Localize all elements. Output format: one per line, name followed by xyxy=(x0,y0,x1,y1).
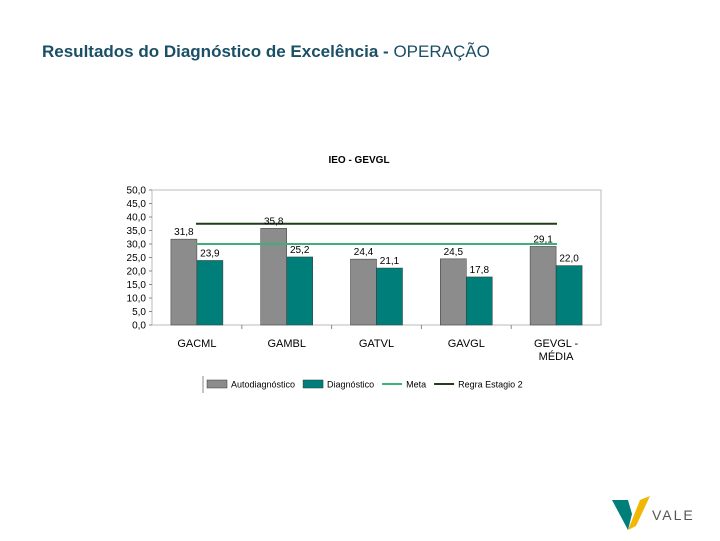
bar xyxy=(170,238,198,326)
data-label: 24,5 xyxy=(444,247,464,258)
data-label: 29,1 xyxy=(533,234,553,245)
bar xyxy=(466,276,493,326)
y-tick-label: 20,0 xyxy=(127,267,147,278)
vale-logo-mark-icon xyxy=(612,496,650,530)
x-category-label: GEVGL -MÉDIA xyxy=(534,338,579,363)
data-labels: 31,8 23,9 35,8 25,2 24,4 21,1 24,5 17,8 29,1 22,0 xyxy=(174,216,579,276)
x-category-label: GAVGL xyxy=(448,338,485,350)
y-tick-label: 10,0 xyxy=(127,294,147,305)
reference-lines xyxy=(196,222,557,245)
data-label: 22,0 xyxy=(559,254,579,265)
y-tick-label: 40,0 xyxy=(127,213,147,224)
y-tick-label: 35,0 xyxy=(127,226,147,237)
bar xyxy=(260,228,287,326)
bar xyxy=(440,258,467,326)
legend-swatch xyxy=(206,379,228,389)
x-axis-categories: GACML GAMBL GATVL GAVGL GEVGL -MÉDIA xyxy=(177,325,579,363)
x-category-label: GAMBL xyxy=(267,338,306,350)
page-title-bold: Resultados do Diagnóstico de Excelência … xyxy=(42,42,389,61)
data-label: 17,8 xyxy=(470,265,490,276)
y-tick-label: 0,0 xyxy=(132,321,146,332)
legend-swatch xyxy=(302,379,324,389)
bar xyxy=(529,246,557,326)
bar xyxy=(555,265,583,326)
x-category-label: GACML xyxy=(177,338,216,350)
data-label: 24,4 xyxy=(354,247,374,258)
bar xyxy=(286,256,313,326)
vale-logo: VALE xyxy=(606,490,716,536)
data-label: 21,1 xyxy=(380,256,400,267)
y-axis: 0,0 5,0 10,0 15,0 20,0 25,0 30,0 35,0 40,0 45,0 50… xyxy=(127,186,152,332)
bar xyxy=(376,267,403,326)
bars xyxy=(170,228,583,326)
y-tick-label: 5,0 xyxy=(132,307,146,318)
legend-label: Regra Estagio 2 xyxy=(458,380,523,390)
data-label: 23,9 xyxy=(200,248,220,259)
page-title-light: OPERAÇÃO xyxy=(393,42,490,61)
bar xyxy=(350,258,377,326)
y-tick-label: 30,0 xyxy=(127,240,147,251)
page-title: Resultados do Diagnóstico de Excelência … xyxy=(42,42,490,62)
legend-label: Meta xyxy=(406,380,426,390)
y-tick-label: 25,0 xyxy=(127,253,147,264)
bar xyxy=(196,260,224,326)
vale-logo-text: VALE xyxy=(652,507,695,523)
y-tick-label: 15,0 xyxy=(127,280,147,291)
legend-label: Diagnóstico xyxy=(327,380,374,390)
data-label: 25,2 xyxy=(290,245,310,256)
legend: Autodiagnóstico Diagnóstico Meta Regra Esta… xyxy=(202,376,523,393)
y-tick-label: 50,0 xyxy=(127,186,147,197)
data-label: 35,8 xyxy=(264,216,284,227)
chart-title: IEO - GEVGL xyxy=(328,155,389,166)
x-category-label: GATVL xyxy=(359,338,394,350)
y-tick-label: 45,0 xyxy=(127,199,147,210)
legend-label: Autodiagnóstico xyxy=(231,380,295,390)
data-label: 31,8 xyxy=(174,227,194,238)
